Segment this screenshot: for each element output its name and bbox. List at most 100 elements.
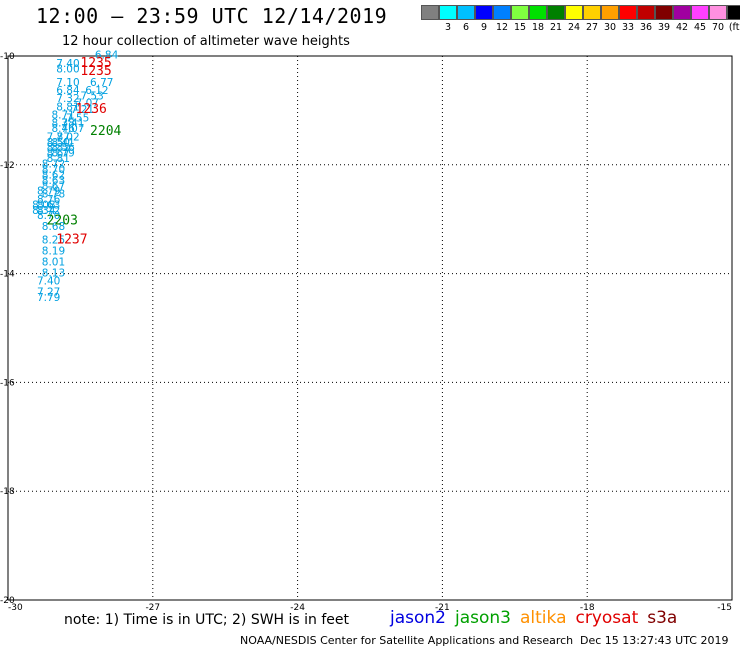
pass-time-label: 1237: [56, 233, 87, 248]
swh-value: 8.01: [42, 256, 65, 268]
legend-label: 24: [567, 22, 581, 33]
map-title: 12:00 — 23:59 UTC 12/14/2019: [36, 4, 388, 28]
legend-label: 15: [513, 22, 527, 33]
swh-value: 8.38: [51, 118, 74, 130]
swh-value: 8.72: [42, 159, 65, 171]
legend-swatch: [439, 5, 457, 20]
swh-value: 8.72: [37, 205, 60, 217]
pass-time-label: 1235: [80, 64, 111, 79]
legend-swatch: [529, 5, 547, 20]
swh-value: 8.19: [42, 246, 65, 258]
legend-label: 39: [657, 22, 671, 33]
legend-label: 3: [444, 22, 452, 33]
satellite-jason3-label: jason3: [455, 608, 511, 628]
footer-credit: NOAA/NESDIS Center for Satellite Applica…: [240, 634, 574, 647]
swh-value: 8.81: [56, 101, 79, 113]
legend-label: 33: [621, 22, 635, 33]
legend-swatch: [709, 5, 727, 20]
satellite-jason2-label: jason2: [390, 608, 446, 628]
swh-value: 8.79: [37, 186, 60, 198]
swh-value: 7.32: [56, 93, 79, 105]
swh-value: 8.41: [51, 137, 74, 149]
legend-label: 9: [480, 22, 488, 33]
swh-value: 8.81: [47, 153, 70, 165]
pass-time-label: 2203: [47, 214, 78, 229]
swh-value: 8.78: [42, 188, 65, 200]
x-tick-label: -15: [717, 603, 732, 613]
pass-time-label: 1235: [80, 56, 111, 71]
x-tick-label: -24: [290, 603, 305, 613]
x-tick-label: -21: [435, 603, 450, 613]
swh-value: 7.10: [56, 77, 79, 89]
pass-time-label: 1236: [76, 102, 107, 117]
swh-value: 8.08: [32, 199, 55, 211]
legend-swatch: [655, 5, 673, 20]
legend-label: 27: [585, 22, 599, 33]
pass-time-label: 2204: [90, 124, 121, 139]
swh-value: 8.70: [42, 164, 65, 176]
legend-swatch: [637, 5, 655, 20]
swh-value: 6.12: [85, 85, 108, 97]
swh-value: 7.40: [37, 275, 60, 287]
map-frame: [7, 55, 733, 601]
swh-value: 8.34: [32, 205, 56, 217]
y-tick-label: -10: [0, 52, 15, 62]
swh-value: 8.56: [51, 142, 75, 154]
legend-swatch: [619, 5, 637, 20]
legend-label: 21: [549, 22, 563, 33]
satellite-altika-label: altika: [520, 608, 567, 628]
x-tick-label: -30: [8, 603, 23, 613]
legend-label: 42: [675, 22, 689, 33]
footer-timestamp: Dec 15 13:27:43 UTC 2019: [580, 634, 729, 647]
legend-label: 36: [639, 22, 653, 33]
x-tick-label: -18: [580, 603, 595, 613]
legend-swatch: [475, 5, 493, 20]
swh-value: 7.02: [56, 131, 79, 143]
note-text: note: 1) Time is in UTC; 2) SWH is in fe…: [64, 612, 350, 628]
legend-swatch: [547, 5, 565, 20]
swh-value: 7.07: [76, 98, 99, 110]
swh-value: 6.84: [95, 50, 119, 62]
y-tick-label: -14: [0, 270, 15, 280]
x-tick-label: -27: [145, 603, 160, 613]
legend-swatch: [493, 5, 511, 20]
swh-value: 7.79: [37, 292, 60, 304]
satellite-cryosat-label: cryosat: [575, 608, 639, 628]
swh-value: 8.70: [37, 210, 60, 222]
swh-value: 7.41: [61, 118, 84, 130]
legend-label: 18: [531, 22, 545, 33]
legend-swatch: [727, 5, 740, 20]
y-tick-label: -16: [0, 378, 15, 388]
legend-swatch: [601, 5, 619, 20]
legend-swatch: [457, 5, 475, 20]
swh-value: 8.82: [47, 142, 70, 154]
swh-value: 8.67: [42, 180, 65, 192]
swh-value: 7.27: [37, 286, 60, 298]
swh-value: 8.67: [47, 148, 70, 160]
legend-label: 30: [603, 22, 617, 33]
swh-value: 7.87: [47, 131, 70, 143]
legend-label: (ft): [728, 22, 740, 33]
swh-value: 7.55: [66, 112, 89, 124]
swh-value: 8.50: [47, 137, 70, 149]
swh-value: 8.62: [42, 169, 65, 181]
swh-value: 8.00: [56, 63, 79, 75]
satellite-legend: jason2 jason3 altika cryosat s3a: [390, 608, 686, 628]
legend-swatch: [673, 5, 691, 20]
swh-value: 7.21: [71, 104, 94, 116]
swh-value: 8.46: [51, 123, 75, 135]
swh-value: 6.84: [56, 85, 80, 97]
map-subtitle: 12 hour collection of altimeter wave hei…: [62, 34, 350, 49]
swh-value: 8.63: [42, 175, 65, 187]
legend-swatch: [583, 5, 601, 20]
swh-value: 7.07: [61, 123, 84, 135]
legend-label: 45: [693, 22, 707, 33]
swh-value: 6.77: [90, 77, 113, 89]
swh-value: 8.13: [42, 267, 65, 279]
legend-swatch: [691, 5, 709, 20]
swh-value: 7.53: [80, 91, 103, 103]
legend-swatch: [565, 5, 583, 20]
